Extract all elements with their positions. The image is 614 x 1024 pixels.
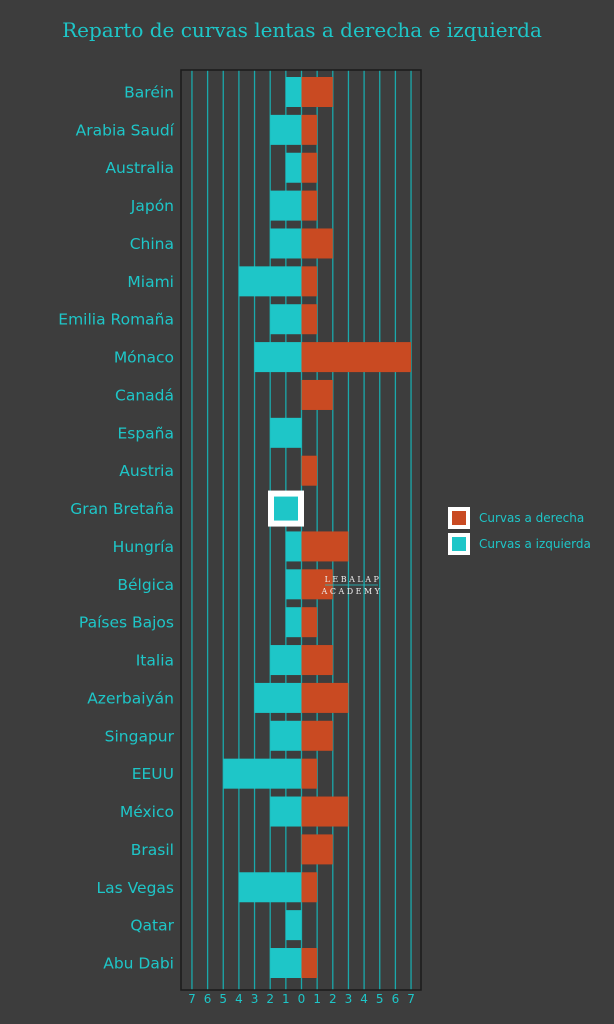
category-label: Canadá (115, 386, 174, 404)
bar-izquierda (285, 531, 302, 562)
watermark-line1: LEBALAP (325, 575, 382, 584)
bar-izquierda (238, 872, 302, 903)
category-label: Miami (127, 273, 174, 291)
category-label: Arabia Saudí (76, 121, 175, 139)
bar-izquierda (270, 417, 302, 448)
x-tick-label: 7 (407, 992, 415, 1006)
bar-izquierda (270, 645, 302, 676)
bar-izquierda (270, 720, 302, 751)
bar-izquierda (254, 682, 302, 713)
bar-izquierda (270, 948, 302, 979)
category-label: Qatar (130, 917, 174, 935)
watermark-line2: ACADEMY (321, 587, 383, 596)
bar-derecha (301, 266, 318, 297)
x-tick-label: 2 (329, 992, 337, 1006)
bar-derecha (301, 569, 333, 600)
bar-izquierda (285, 569, 302, 600)
legend-label: Curvas a derecha (479, 511, 584, 525)
bar-izquierda (285, 910, 302, 941)
category-label: Hungría (113, 538, 174, 556)
x-tick-label: 1 (313, 992, 321, 1006)
bar-izquierda (223, 758, 302, 789)
chart-title: Reparto de curvas lentas a derecha e izq… (62, 18, 542, 42)
bar-izquierda (285, 152, 302, 183)
category-label: Azerbaiyán (87, 689, 174, 707)
plot-frame (180, 69, 422, 991)
bar-derecha (301, 304, 318, 335)
category-label: Japón (130, 197, 174, 215)
bar-derecha (301, 682, 349, 713)
bar-derecha (301, 77, 333, 107)
bar-derecha (301, 720, 333, 751)
bar-derecha (301, 114, 318, 145)
category-label: Gran Bretaña (70, 500, 174, 518)
category-label: Brasil (131, 841, 174, 859)
bar-izquierda (270, 114, 302, 145)
bar-izquierda (285, 607, 302, 638)
bar-derecha (301, 152, 318, 183)
x-tick-label: 3 (251, 992, 259, 1006)
x-tick-label: 1 (282, 992, 290, 1006)
x-tick-label: 6 (392, 992, 400, 1006)
bar-izquierda (285, 77, 302, 107)
category-label: España (117, 424, 174, 442)
bar-izquierda (270, 190, 302, 221)
category-label: Mónaco (114, 349, 174, 367)
x-tick-label: 4 (235, 992, 243, 1006)
bar-derecha (301, 531, 349, 562)
bar-derecha (301, 645, 333, 676)
x-tick-label: 2 (266, 992, 274, 1006)
bar-izquierda (270, 304, 302, 335)
bar-derecha (301, 834, 333, 865)
bar-derecha (301, 872, 318, 903)
bar-derecha (301, 379, 333, 410)
bar-izquierda (254, 342, 302, 373)
category-label: México (120, 803, 174, 821)
x-tick-label: 7 (188, 992, 196, 1006)
category-label: Bélgica (117, 576, 174, 594)
category-label: Países Bajos (79, 614, 174, 632)
highlight-marker (268, 490, 304, 527)
x-tick-label: 3 (345, 992, 353, 1006)
bar-derecha (301, 796, 349, 827)
bar-izquierda (270, 228, 302, 259)
category-label: China (130, 235, 174, 253)
category-label: Austria (119, 462, 174, 480)
bar-derecha (301, 758, 318, 789)
bar-izquierda (238, 266, 302, 297)
x-tick-label: 6 (204, 992, 212, 1006)
category-label: Italia (136, 652, 174, 670)
category-label: Abu Dabi (103, 955, 174, 973)
legend-swatch (448, 533, 470, 555)
category-label: Las Vegas (97, 879, 175, 897)
legend-swatch (448, 507, 470, 529)
bar-derecha (301, 607, 318, 638)
bar-derecha (301, 190, 318, 221)
category-label: EEUU (132, 765, 174, 783)
bar-derecha (301, 948, 318, 979)
bar-derecha (301, 455, 318, 486)
x-tick-label: 4 (360, 992, 368, 1006)
category-label: Baréin (124, 84, 174, 102)
legend-label: Curvas a izquierda (479, 537, 591, 551)
x-tick-label: 5 (219, 992, 227, 1006)
x-tick-label: 5 (376, 992, 384, 1006)
bar-derecha (301, 342, 412, 373)
category-label: Emilia Romaña (58, 311, 174, 329)
bar-izquierda (270, 796, 302, 827)
category-label: Singapur (105, 727, 175, 745)
category-label: Australia (105, 159, 174, 177)
x-tick-label: 0 (298, 992, 306, 1006)
bar-derecha (301, 228, 333, 259)
